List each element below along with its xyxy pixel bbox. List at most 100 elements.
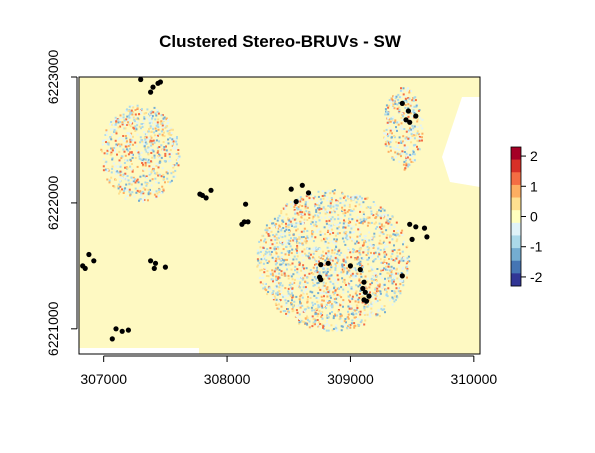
raster-cell — [306, 276, 309, 279]
raster-cell — [161, 122, 164, 125]
raster-cell — [390, 104, 393, 106]
raster-cell — [145, 136, 148, 139]
raster-cell — [264, 229, 267, 232]
raster-cell — [287, 287, 290, 290]
raster-cell — [366, 313, 369, 316]
raster-cell — [373, 235, 376, 238]
raster-cell — [371, 312, 374, 315]
raster-cell — [291, 278, 294, 281]
bruv-point — [125, 327, 131, 333]
raster-cell — [359, 273, 362, 275]
raster-cell — [316, 315, 319, 318]
raster-cell — [368, 286, 371, 289]
raster-cell — [339, 202, 342, 204]
raster-cell — [301, 242, 304, 245]
raster-cell — [269, 247, 272, 250]
raster-cell — [260, 239, 262, 242]
raster-cell — [421, 132, 424, 135]
raster-cell — [139, 141, 142, 144]
raster-cell — [366, 224, 369, 227]
raster-cell — [404, 104, 407, 106]
raster-cell — [277, 230, 280, 233]
raster-cell — [408, 97, 411, 100]
raster-cell — [154, 197, 157, 199]
raster-cell — [127, 153, 130, 156]
raster-cell — [402, 284, 405, 287]
raster-cell — [283, 230, 286, 233]
raster-cell — [341, 209, 344, 211]
raster-cell — [300, 276, 303, 279]
raster-cell — [344, 237, 347, 239]
raster-cell — [112, 127, 115, 130]
raster-cell — [166, 177, 169, 180]
raster-cell — [403, 151, 406, 153]
raster-cell — [353, 195, 356, 198]
raster-cell — [119, 125, 122, 128]
raster-cell — [360, 275, 363, 278]
raster-cell — [282, 220, 285, 223]
raster-cell — [381, 207, 384, 210]
raster-cell — [177, 164, 180, 167]
raster-cell — [335, 327, 338, 330]
raster-cell — [396, 255, 399, 258]
raster-cell — [108, 179, 111, 182]
raster-cell — [294, 212, 297, 215]
raster-cell — [147, 153, 150, 156]
raster-cell — [364, 241, 367, 243]
bruv-point — [109, 336, 115, 342]
raster-cell — [130, 153, 133, 156]
raster-cell — [132, 126, 135, 129]
raster-cell — [300, 216, 303, 219]
raster-cell — [172, 145, 175, 148]
raster-cell — [151, 115, 154, 117]
raster-cell — [346, 270, 349, 273]
raster-cell — [357, 285, 360, 288]
raster-cell — [275, 292, 278, 295]
raster-cell — [355, 312, 358, 315]
raster-cell — [116, 153, 118, 156]
raster-cell — [359, 247, 362, 250]
raster-cell — [404, 146, 407, 149]
raster-cell — [306, 206, 309, 209]
raster-cell — [303, 240, 306, 243]
raster-cell — [145, 112, 148, 114]
raster-cell — [373, 278, 375, 281]
raster-cell — [304, 205, 307, 208]
raster-cell — [322, 233, 325, 235]
raster-cell — [266, 229, 269, 232]
raster-cell — [277, 282, 280, 285]
raster-cell — [314, 263, 316, 266]
raster-cell — [140, 123, 143, 125]
raster-cell — [304, 207, 307, 210]
raster-cell — [391, 252, 394, 255]
raster-cell — [390, 258, 393, 261]
raster-cell — [144, 141, 147, 144]
raster-cell — [394, 148, 397, 151]
raster-cell — [269, 243, 272, 246]
raster-cell — [326, 270, 329, 273]
raster-cell — [289, 287, 292, 290]
raster-cell — [136, 121, 139, 124]
raster-cell — [285, 245, 288, 248]
raster-cell — [127, 114, 130, 117]
raster-cell — [110, 153, 113, 156]
raster-cell — [302, 259, 305, 262]
raster-cell — [324, 259, 327, 262]
raster-cell — [395, 141, 398, 144]
raster-cell — [170, 172, 173, 175]
raster-cell — [333, 223, 336, 226]
raster-cell — [352, 198, 355, 201]
raster-cell — [138, 187, 141, 190]
raster-cell — [119, 114, 122, 117]
raster-cell — [379, 213, 382, 216]
raster-cell — [305, 201, 307, 204]
raster-cell — [313, 294, 316, 297]
raster-cell — [335, 329, 338, 332]
raster-cell — [299, 243, 302, 246]
raster-cell — [311, 233, 314, 236]
raster-cell — [322, 326, 325, 329]
raster-cell — [278, 293, 281, 296]
raster-cell — [301, 320, 304, 323]
raster-cell — [330, 207, 332, 210]
raster-cell — [355, 290, 358, 293]
